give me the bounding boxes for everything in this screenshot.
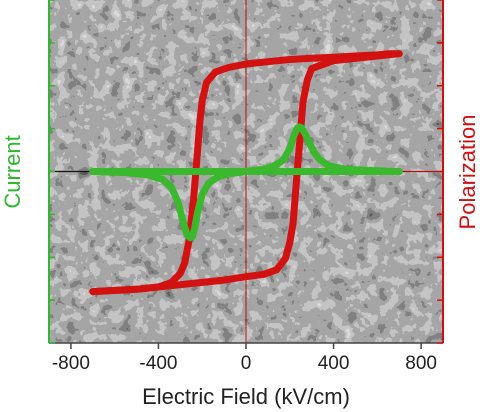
polarization-curve-branch-2 <box>89 50 403 296</box>
current-curve-branch-1 <box>89 168 403 242</box>
x-tick-label: 800 <box>405 353 437 374</box>
x-tick-label: -400 <box>139 353 177 374</box>
x-axis-title: Electric Field (kV/cm) <box>142 384 350 409</box>
axis-ticks: -800 -400 0 400 800 <box>49 0 443 374</box>
left-axis-title: Current <box>0 135 25 208</box>
curves <box>89 50 403 296</box>
x-tick-label: 400 <box>318 353 350 374</box>
x-tick-label: 0 <box>241 353 252 374</box>
x-tick-label: -800 <box>52 353 90 374</box>
current-curve-branch-2 <box>89 123 403 175</box>
right-axis-title: Polarization <box>455 115 480 230</box>
